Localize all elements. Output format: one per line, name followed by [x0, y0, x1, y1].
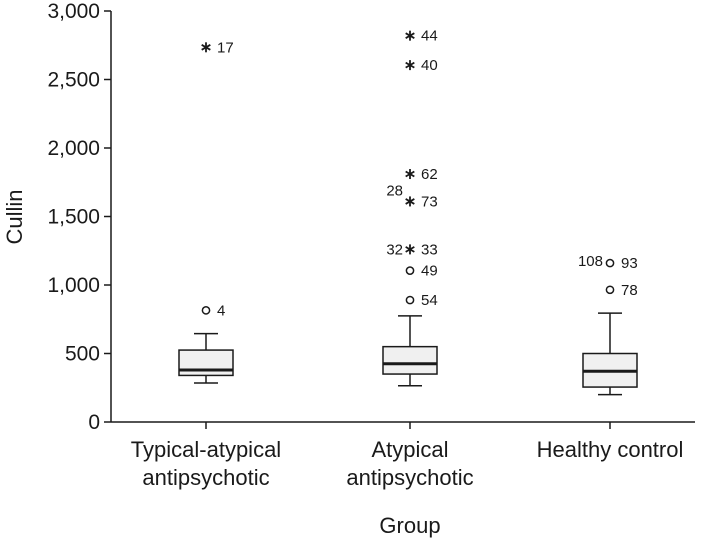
- x-category-label: antipsychotic: [142, 465, 269, 490]
- outlier-circle-marker: [605, 258, 615, 268]
- y-tick-label: 1,000: [47, 274, 100, 297]
- outlier-label: 54: [421, 292, 438, 309]
- outlier-star-marker: [201, 42, 211, 53]
- outlier-label: 73: [421, 193, 438, 210]
- outlier-label: 44: [421, 28, 438, 45]
- y-axis-title: Cullin: [2, 189, 27, 244]
- outlier-star-marker: [405, 196, 415, 207]
- x-category-label: Atypical: [371, 437, 448, 462]
- outlier-label: 93: [621, 255, 638, 272]
- box-plot-groups: 4 17 54 49 33 32 73 28 62 40 44 78 93 108: [178, 28, 638, 396]
- outlier-label: 108: [578, 253, 603, 270]
- outlier-star-marker: [405, 169, 415, 180]
- x-category-label: Healthy control: [537, 437, 684, 462]
- outlier-label: 4: [217, 302, 225, 319]
- outlier-star-marker: [405, 60, 415, 71]
- outlier-circle-marker: [201, 305, 211, 315]
- iqr-box: [178, 349, 234, 377]
- y-tick-label: 0: [88, 411, 100, 434]
- outlier-label: 33: [421, 241, 438, 258]
- outlier-circle-marker: [605, 285, 615, 295]
- x-axis-title: Group: [379, 513, 440, 538]
- outlier-label: 62: [421, 166, 438, 183]
- outlier-circle-marker: [405, 266, 415, 275]
- y-tick-label: 2,000: [47, 137, 100, 160]
- outlier-circle-marker: [405, 295, 415, 305]
- outlier-label: 78: [621, 282, 638, 299]
- box-group: 54 49 33 32 73 28 62 40 44: [382, 28, 438, 387]
- iqr-box: [382, 345, 438, 375]
- y-tick-label: 1,500: [47, 206, 100, 229]
- y-tick-label: 3,000: [47, 0, 100, 23]
- outlier-label: 32: [386, 241, 403, 258]
- y-tick-label: 500: [65, 343, 100, 366]
- y-tick-label: 2,500: [47, 69, 100, 92]
- outlier-label: 28: [386, 182, 403, 199]
- x-category-label: antipsychotic: [346, 465, 473, 490]
- x-category-label: Typical-atypical: [131, 437, 281, 462]
- box-group: 78 93 108: [578, 253, 638, 396]
- box-group: 4 17: [178, 39, 234, 384]
- y-axis: 0 500 1,000 1,500 2,000 2,500 3,000: [47, 0, 112, 434]
- x-axis: Typical-atypical antipsychotic Atypical ant…: [111, 421, 695, 490]
- outlier-label: 17: [217, 39, 234, 56]
- outlier-label: 49: [421, 263, 438, 280]
- outlier-star-marker: [405, 244, 415, 255]
- outlier-star-marker: [405, 30, 415, 41]
- outlier-label: 40: [421, 57, 438, 74]
